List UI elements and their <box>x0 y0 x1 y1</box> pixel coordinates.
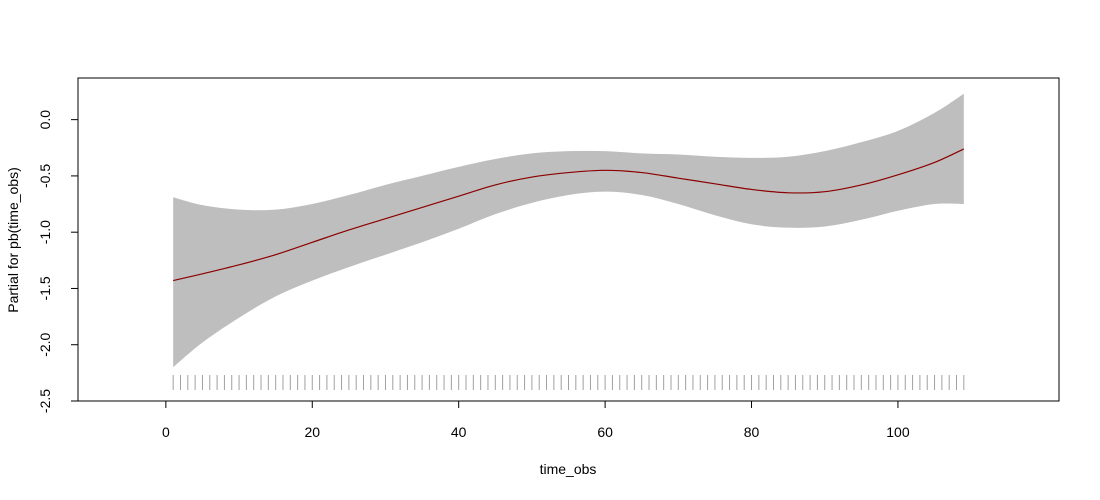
y-tick-label: -1.5 <box>37 276 53 300</box>
fit-line <box>173 148 965 282</box>
x-tick-label: 40 <box>451 424 467 440</box>
x-tick-label: 60 <box>597 424 613 440</box>
x-tick-label: 20 <box>304 424 320 440</box>
y-tick-label: -2.5 <box>37 389 53 413</box>
x-tick-label: 80 <box>744 424 760 440</box>
x-tick-label: 100 <box>886 424 910 440</box>
confidence-band <box>173 93 964 368</box>
plot-frame <box>77 77 1060 402</box>
fit-line-layer <box>173 148 965 282</box>
y-tick-label: -2.0 <box>37 332 53 356</box>
x-axis-title: time_obs <box>540 461 597 477</box>
x-axis: 0 20 40 60 80 100 <box>162 401 910 440</box>
rug-layer <box>172 375 965 390</box>
y-tick-label: 0.0 <box>37 110 53 130</box>
x-tick-label: 0 <box>162 424 170 440</box>
y-axis-title: Partial for pb(time_obs) <box>5 167 21 313</box>
y-axis: 0.0 -0.5 -1.0 -1.5 -2.0 -2.5 <box>37 110 78 413</box>
y-tick-label: -0.5 <box>37 164 53 188</box>
confidence-band-layer <box>173 93 964 368</box>
y-tick-label: -1.0 <box>37 220 53 244</box>
